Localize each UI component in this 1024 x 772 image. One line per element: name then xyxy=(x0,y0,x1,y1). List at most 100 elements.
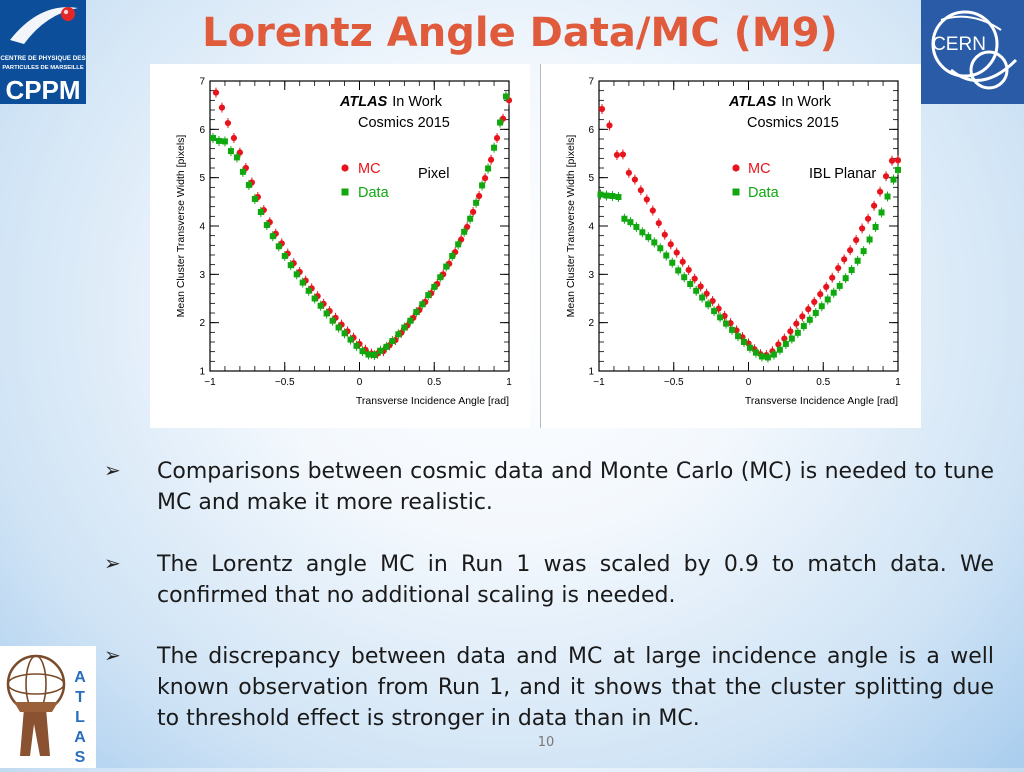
mc-point xyxy=(661,231,668,238)
mc-point xyxy=(876,188,884,195)
y-tick-label: 3 xyxy=(588,270,594,281)
y-tick-label: 1 xyxy=(199,367,205,378)
mc-point xyxy=(673,249,680,256)
data-point xyxy=(221,138,228,145)
data-point xyxy=(729,326,736,333)
data-point xyxy=(717,314,724,321)
data-point xyxy=(365,351,372,358)
data-point xyxy=(782,340,789,347)
data-point xyxy=(627,219,634,226)
mc-point xyxy=(685,266,692,274)
data-point xyxy=(269,233,276,240)
data-point xyxy=(681,274,688,281)
legend-mc-marker xyxy=(732,164,740,172)
ibl-lorentz-chart: −1 −0.5 0 0.5 1 1 2 3 4 5 6 7 Mean Cluster Transver… xyxy=(565,77,902,408)
data-point xyxy=(699,294,706,301)
cppm-logo: CENTRE DE PHYSIQUE DES PARTICULES DE MAR… xyxy=(0,0,86,105)
data-point xyxy=(413,309,420,316)
mc-point xyxy=(218,104,226,111)
y-tick-label: 2 xyxy=(199,318,205,329)
data-point xyxy=(383,343,390,350)
data-point xyxy=(752,349,759,356)
mc-point xyxy=(649,207,656,214)
x-tick-label: 0 xyxy=(357,377,363,388)
data-point xyxy=(311,295,318,302)
data-point xyxy=(794,329,801,336)
data-point xyxy=(895,166,901,173)
mc-point xyxy=(481,175,489,182)
y-tick-label: 7 xyxy=(588,77,594,88)
mc-point xyxy=(894,157,902,164)
y-tick-label: 5 xyxy=(199,173,205,184)
mc-point xyxy=(775,341,782,348)
data-point xyxy=(866,236,873,243)
mc-point xyxy=(598,105,606,113)
data-point xyxy=(669,259,676,266)
arrow-bullet-icon: ➢ xyxy=(104,551,121,575)
pixel-plot-panel: −1 −0.5 0 0.5 1 1 2 3 4 5 6 7 Mean Cluster Transver… xyxy=(150,64,530,428)
mc-point xyxy=(691,275,698,282)
data-point xyxy=(878,209,885,216)
mc-point xyxy=(805,306,812,313)
data-point xyxy=(603,192,610,199)
atlas-logo-letter: S xyxy=(75,749,86,766)
data-point xyxy=(251,195,258,202)
data-point xyxy=(860,248,867,255)
mc-point xyxy=(870,202,878,209)
data-point xyxy=(449,252,456,259)
chart-subtitle: Cosmics 2015 xyxy=(358,115,450,131)
bullet-text: The discrepancy between data and MC at l… xyxy=(157,644,994,731)
atlas-label: ATLAS xyxy=(728,94,777,110)
mc-point xyxy=(470,208,477,216)
mc-point xyxy=(606,122,613,129)
cppm-logo-line2: PARTICULES DE MARSEILLE xyxy=(2,65,84,71)
x-tick-label: −1 xyxy=(593,377,605,388)
legend-mc-marker xyxy=(341,164,349,172)
mc-point xyxy=(230,134,238,142)
data-point xyxy=(353,342,360,349)
data-point xyxy=(746,344,753,351)
data-point xyxy=(854,257,861,264)
data-point xyxy=(830,289,837,296)
data-point xyxy=(491,144,498,151)
mc-point xyxy=(793,320,800,327)
data-point xyxy=(597,191,604,198)
mc-point xyxy=(487,156,495,163)
data-point xyxy=(407,317,414,324)
data-point xyxy=(371,352,378,359)
mc-point xyxy=(667,241,674,248)
x-axis-label: Transverse Incidence Angle [rad] xyxy=(356,395,509,407)
data-point xyxy=(347,336,354,343)
data-point xyxy=(758,353,765,360)
data-point xyxy=(836,282,843,289)
x-axis-label: Transverse Incidence Angle [rad] xyxy=(745,395,898,407)
detector-label: Pixel xyxy=(418,166,449,182)
data-point xyxy=(639,229,646,236)
page-title: Lorentz Angle Data/MC (M9) xyxy=(202,10,838,56)
mc-point xyxy=(476,192,483,200)
data-point xyxy=(872,223,879,230)
data-point xyxy=(377,347,384,354)
data-point xyxy=(341,330,348,337)
mc-point xyxy=(619,151,627,158)
data-point xyxy=(227,148,234,155)
atlas-logo-letter: A xyxy=(74,669,86,686)
pixel-lorentz-chart: −1 −0.5 0 0.5 1 1 2 3 4 5 6 7 Mean Cluster Transver… xyxy=(175,77,512,408)
cppm-logo-name: CPPM xyxy=(5,75,80,104)
data-point xyxy=(233,154,240,161)
data-point xyxy=(770,351,777,358)
mc-point xyxy=(613,151,621,159)
data-point xyxy=(479,182,486,189)
data-point xyxy=(419,301,426,308)
mc-point xyxy=(458,236,465,243)
mc-point xyxy=(464,223,471,231)
mc-point xyxy=(847,247,854,254)
mc-point xyxy=(882,173,890,180)
mc-point xyxy=(888,157,896,164)
data-point xyxy=(741,339,748,345)
cppm-logo-line1: CENTRE DE PHYSIQUE DES xyxy=(0,55,85,62)
data-point xyxy=(239,168,246,175)
atlas-logo-letter: T xyxy=(75,689,85,706)
x-tick-label: −0.5 xyxy=(664,377,684,388)
data-point xyxy=(800,323,807,330)
